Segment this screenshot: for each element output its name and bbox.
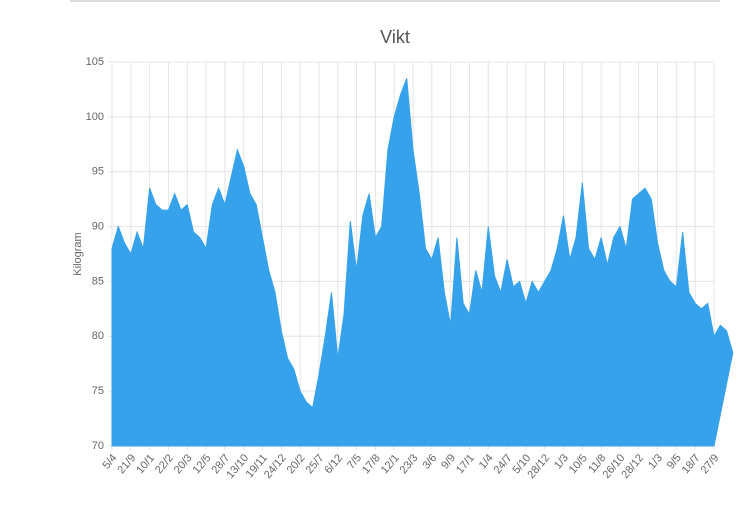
x-tick-label: 25/7 [303,452,326,476]
x-tick-label: 22/2 [153,452,176,476]
x-tick-label: 24/12 [262,452,289,481]
x-tick-label: 6/12 [322,452,345,476]
x-tick-label: 21/9 [115,452,138,476]
area [111,78,734,447]
x-tick-label: 12/5 [191,452,214,476]
x-tick-label: 10/5 [567,452,590,476]
x-tick-label: 24/7 [492,452,515,476]
x-tick-label: 1/3 [646,452,665,471]
x-tick-label: 23/3 [398,452,421,476]
x-tick-label: 3/6 [420,452,439,471]
y-tick-label: 85 [92,275,104,287]
y-tick-label: 105 [86,56,104,68]
y-tick-label: 100 [86,111,104,123]
x-tick-label: 18/7 [680,452,703,476]
x-tick-label: 17/8 [360,452,383,476]
y-tick-label: 90 [92,220,104,232]
chart-title: Vikt [380,27,410,47]
x-tick-label: 17/1 [454,452,477,476]
y-tick-label: 95 [92,166,104,178]
y-tick-label: 80 [92,330,104,342]
x-tick-label: 28/12 [619,452,646,481]
x-tick-label: 28/12 [525,452,552,481]
y-tick-label: 75 [92,385,104,397]
y-axis-label: Kilogram [72,232,84,275]
x-tick-label: 10/1 [134,452,157,476]
x-tick-label: 20/3 [172,452,195,476]
x-tick-label: 12/1 [379,452,402,476]
y-tick-label: 70 [92,440,104,452]
x-tick-label: 20/2 [285,452,308,476]
x-tick-label: 27/9 [699,452,722,476]
